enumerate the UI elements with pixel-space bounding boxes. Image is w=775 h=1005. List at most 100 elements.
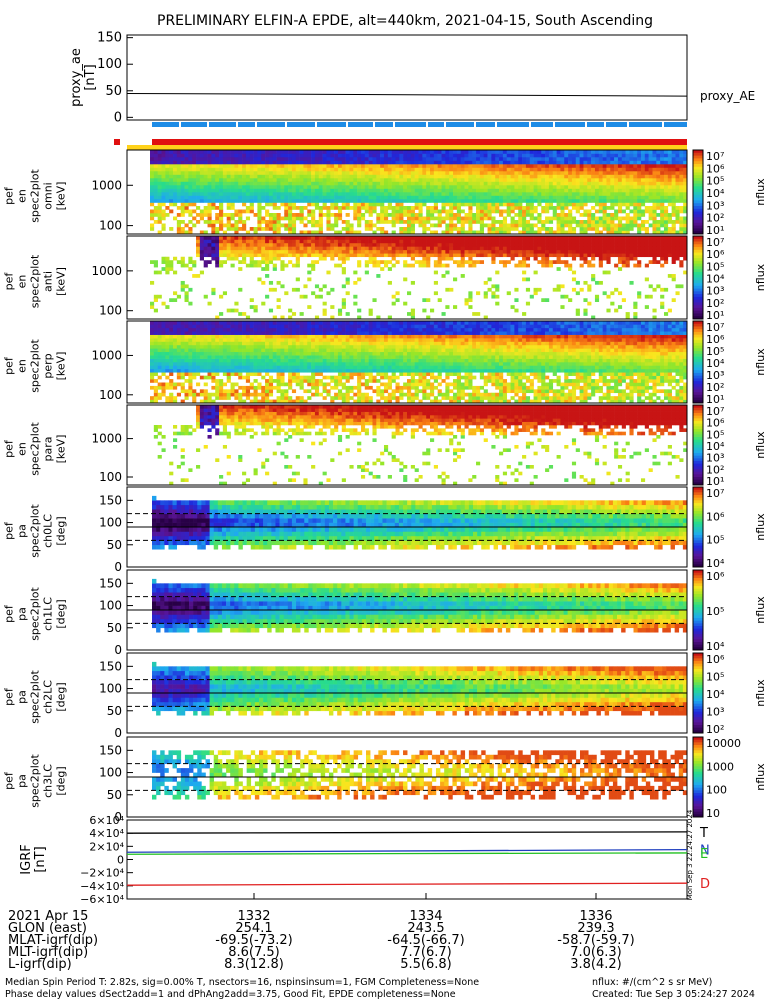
spectrogram-cell [629,171,633,175]
spectrogram-cell [181,338,185,342]
spectrogram-cell [411,154,415,158]
spectrogram-cell [242,185,246,189]
spectrogram-cell [668,154,672,158]
spectrogram-cell [637,250,641,254]
spectrogram-cell [254,182,258,186]
spectrogram-cell [534,243,538,247]
spectrogram-cell [553,171,557,175]
spectrogram-cell [162,171,166,175]
spectrogram-cell [672,246,676,250]
panel-ytick-label: 1000 [91,178,122,192]
spectrogram-cell [231,365,235,369]
spectrogram-cell [541,164,545,168]
spectrogram-cell [162,362,166,366]
spectrogram-cell [419,192,423,196]
colorbar-label: nflux [754,178,767,206]
spectrogram-cell [231,168,235,172]
spectrogram-cell [215,369,219,373]
spectrogram-cell [273,161,277,165]
spectrogram-cell [326,157,330,161]
spectrogram-cell [185,365,189,369]
spectrogram-cell [284,227,288,231]
spectrogram-cell [211,227,215,231]
spectrogram-cell [442,185,446,189]
spectrogram-cell [476,312,480,316]
spectrogram-cell [173,154,177,158]
spectrogram-cell [234,192,238,196]
spectrogram-cell [357,246,361,250]
spectrogram-cell [522,213,526,217]
spectrogram-cell [346,213,350,217]
spectrogram-cell [553,236,557,240]
spectrogram-cell [649,171,653,175]
spectrogram-cell [430,164,434,168]
spectrogram-cell [357,217,361,221]
spectrogram-cell [361,182,365,186]
spectrogram-cell [660,196,664,200]
spectrogram-cell [599,161,603,165]
spectrogram-cell [480,168,484,172]
spectrogram-cell [445,203,449,207]
spectrogram-cell [626,203,630,207]
spectrogram-cell [576,182,580,186]
spectrogram-cell [637,178,641,182]
spectrogram-cell [534,185,538,189]
spectrogram-cell [261,189,265,193]
spectrogram-cell [491,227,495,231]
spectrogram-cell [177,369,181,373]
spectrogram-cell [277,206,281,210]
spectrogram-cell [330,206,334,210]
spectrogram-cell [292,220,296,224]
spectrogram-cell [223,348,227,352]
spectrogram-cell [399,217,403,221]
spectrogram-cell [591,227,595,231]
spectrogram-cell [495,246,499,250]
spectrogram-cell [580,164,584,168]
spectrogram-cell [353,250,357,254]
spectrogram-cell [583,213,587,217]
spectrogram-cell [192,168,196,172]
spectrogram-cell [461,164,465,168]
spectrogram-cell [395,154,399,158]
spectrogram-cell [200,236,204,240]
spectrogram-cell [549,175,553,179]
spectrogram-cell [215,161,219,165]
spectrogram-cell [491,164,495,168]
spectrogram-cell [560,243,564,247]
spectrogram-cell [614,288,618,292]
spectrogram-cell [192,393,196,397]
spectrogram-cell [192,376,196,380]
spectrogram-cell [188,267,192,271]
spectrogram-cell [234,220,238,224]
spectrogram-cell [679,178,683,182]
spectrogram-cell [238,348,242,352]
spectrogram-cell [238,253,242,257]
colorbar-swatch [693,217,703,220]
spectrogram-cell [656,250,660,254]
spectrogram-cell [637,236,641,240]
spectrogram-cell [261,253,265,257]
spectrogram-cell [196,206,200,210]
spectrogram-cell [288,260,292,264]
spectrogram-cell [522,278,526,282]
spectrogram-cell [380,150,384,154]
spectrogram-cell [614,168,618,172]
spectrogram-cell [165,386,169,390]
spectrogram-cell [434,250,438,254]
spectrogram-cell [284,203,288,207]
spectrogram-cell [622,171,626,175]
spectrogram-cell [583,150,587,154]
spectrogram-cell [280,203,284,207]
spectrogram-cell [668,164,672,168]
spectrogram-cell [219,199,223,203]
spectrogram-cell [430,192,434,196]
spectrogram-cell [250,199,254,203]
spectrogram-cell [196,372,200,376]
spectrogram-cell [518,239,522,243]
spectrogram-cell [560,178,564,182]
spectrogram-cell [365,210,369,214]
spectrogram-cell [280,217,284,221]
spectrogram-cell [449,168,453,172]
spectrogram-cell [534,150,538,154]
spectrogram-cell [652,243,656,247]
